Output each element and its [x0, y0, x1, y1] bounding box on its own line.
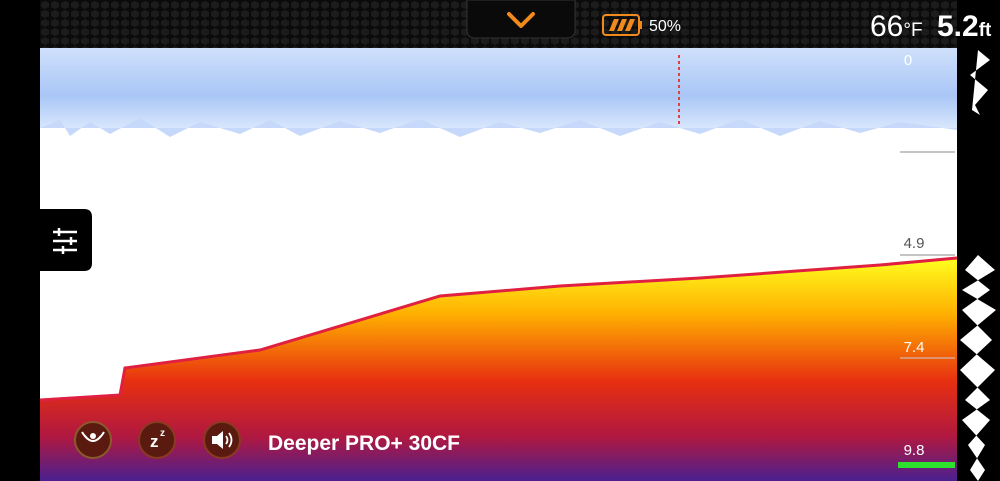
sonar-button[interactable] [74, 421, 112, 459]
chevron-icon [507, 12, 535, 28]
temperature: 66°F [870, 10, 923, 43]
battery: 50% [602, 14, 681, 36]
depth-label: 2.5 [904, 133, 925, 150]
depth-scale: 0 2.5 4.9 7.4 9.8 [900, 52, 955, 459]
depth-label: 9.8 [904, 442, 925, 459]
svg-text:z: z [160, 428, 165, 439]
temperature-unit: °F [903, 20, 922, 41]
sleep-button[interactable]: z z [138, 421, 176, 459]
sound-button[interactable] [203, 421, 241, 459]
depth-indicator [898, 462, 955, 468]
depth-value: 5.2 [937, 10, 979, 43]
settings-icon [53, 228, 77, 254]
battery-text: 50% [649, 18, 681, 35]
svg-text:z: z [150, 432, 159, 451]
device-name: Deeper PRO+ 30CF [268, 432, 460, 455]
depth: 5.2ft [937, 10, 992, 43]
depth-unit: ft [979, 20, 992, 41]
depth-label: 4.9 [904, 235, 925, 252]
battery-tip [639, 21, 642, 29]
seabed-edge [39, 256, 958, 402]
surface-clutter [40, 48, 957, 128]
collapse-tab[interactable] [466, 0, 576, 39]
temperature-value: 66 [870, 10, 903, 43]
amplitude-waveform [960, 50, 996, 481]
battery-level [609, 19, 635, 31]
depth-label: 7.4 [904, 339, 925, 356]
clutter-edge [40, 118, 957, 137]
seabed [40, 258, 957, 481]
depth-label: 0 [904, 52, 912, 69]
